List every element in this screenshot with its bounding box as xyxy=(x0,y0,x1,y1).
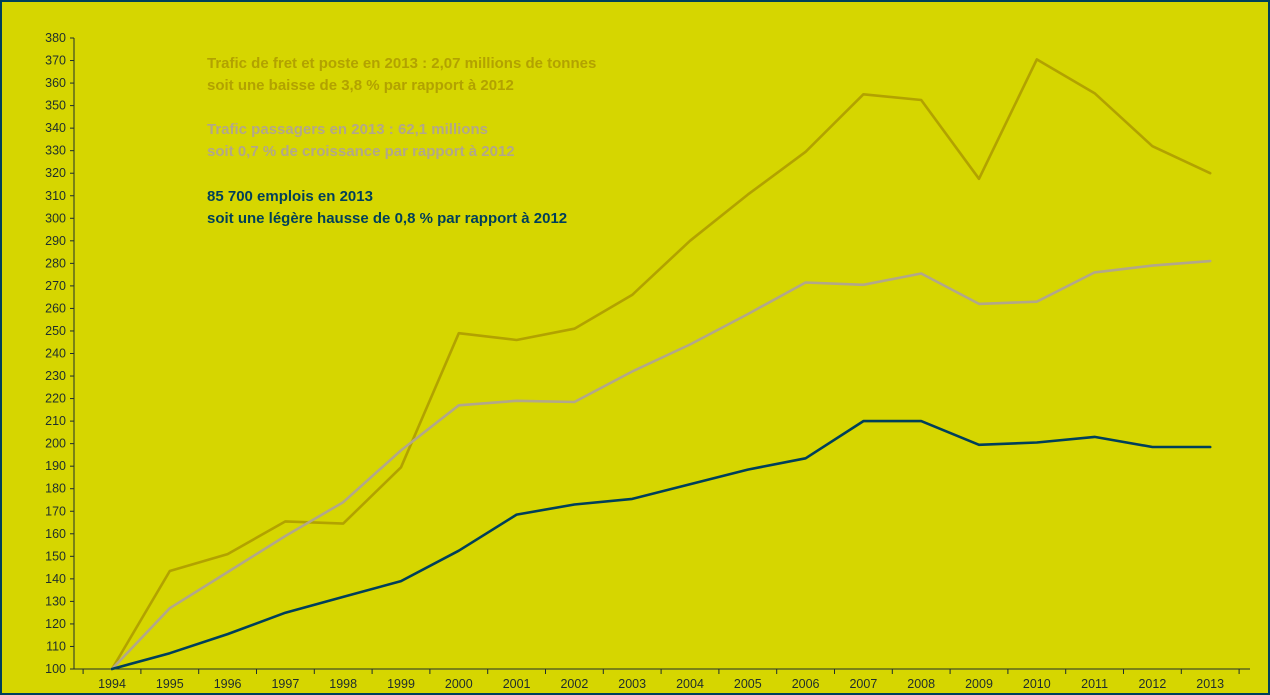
passengers-annotation-line2: soit 0,7 % de croissance par rapport à 2… xyxy=(207,141,515,163)
y-tick-label: 160 xyxy=(45,527,66,541)
x-tick-label: 2013 xyxy=(1196,677,1224,691)
y-tick-label: 360 xyxy=(45,76,66,90)
freight-annotation-line1: Trafic de fret et poste en 2013 : 2,07 m… xyxy=(207,53,596,75)
y-tick-label: 130 xyxy=(45,594,66,608)
passengers-annotation: Trafic passagers en 2013 : 62,1 millions… xyxy=(207,119,515,163)
y-tick-label: 340 xyxy=(45,121,66,135)
y-tick-label: 210 xyxy=(45,414,66,428)
x-tick-label: 1997 xyxy=(271,677,299,691)
y-tick-label: 100 xyxy=(45,662,66,676)
x-tick-label: 2006 xyxy=(792,677,820,691)
jobs-annotation-line2: soit une légère hausse de 0,8 % par rapp… xyxy=(207,208,567,230)
y-tick-label: 120 xyxy=(45,617,66,631)
y-tick-label: 250 xyxy=(45,324,66,338)
jobs-series-line xyxy=(112,421,1210,669)
x-tick-label: 2005 xyxy=(734,677,762,691)
x-tick-label: 2012 xyxy=(1138,677,1166,691)
y-tick-label: 290 xyxy=(45,234,66,248)
y-tick-label: 320 xyxy=(45,166,66,180)
y-tick-label: 310 xyxy=(45,189,66,203)
y-tick-label: 150 xyxy=(45,549,66,563)
freight-annotation: Trafic de fret et poste en 2013 : 2,07 m… xyxy=(207,53,596,97)
x-tick-label: 2000 xyxy=(445,677,473,691)
x-tick-label: 2010 xyxy=(1023,677,1051,691)
y-tick-label: 180 xyxy=(45,482,66,496)
y-tick-label: 270 xyxy=(45,279,66,293)
x-tick-label: 2004 xyxy=(676,677,704,691)
y-tick-label: 300 xyxy=(45,211,66,225)
passengers-annotation-line1: Trafic passagers en 2013 : 62,1 millions xyxy=(207,119,515,141)
y-tick-label: 240 xyxy=(45,347,66,361)
x-tick-label: 2009 xyxy=(965,677,993,691)
y-tick-label: 370 xyxy=(45,54,66,68)
y-tick-label: 110 xyxy=(46,639,66,653)
freight-annotation-line2: soit une baisse de 3,8 % par rapport à 2… xyxy=(207,75,596,97)
y-tick-label: 220 xyxy=(45,392,66,406)
x-tick-label: 1998 xyxy=(329,677,357,691)
passengers-series-line xyxy=(112,261,1210,669)
y-tick-label: 190 xyxy=(45,459,66,473)
y-tick-label: 350 xyxy=(45,99,66,113)
y-tick-label: 230 xyxy=(45,369,66,383)
x-tick-label: 1999 xyxy=(387,677,415,691)
x-tick-label: 2008 xyxy=(907,677,935,691)
y-tick-label: 170 xyxy=(45,504,66,518)
x-tick-label: 2011 xyxy=(1081,677,1108,691)
x-tick-label: 1995 xyxy=(156,677,184,691)
x-tick-label: 2002 xyxy=(560,677,588,691)
y-tick-label: 380 xyxy=(45,31,66,45)
x-tick-label: 2001 xyxy=(503,677,531,691)
x-tick-label: 1994 xyxy=(98,677,126,691)
y-tick-label: 330 xyxy=(45,144,66,158)
jobs-annotation-line1: 85 700 emplois en 2013 xyxy=(207,186,567,208)
y-tick-label: 260 xyxy=(45,301,66,315)
x-tick-label: 2003 xyxy=(618,677,646,691)
jobs-annotation: 85 700 emplois en 2013 soit une légère h… xyxy=(207,186,567,230)
y-tick-label: 200 xyxy=(45,437,66,451)
y-tick-label: 140 xyxy=(45,572,66,586)
x-tick-label: 1996 xyxy=(214,677,242,691)
x-tick-label: 2007 xyxy=(849,677,877,691)
y-tick-label: 280 xyxy=(45,256,66,270)
